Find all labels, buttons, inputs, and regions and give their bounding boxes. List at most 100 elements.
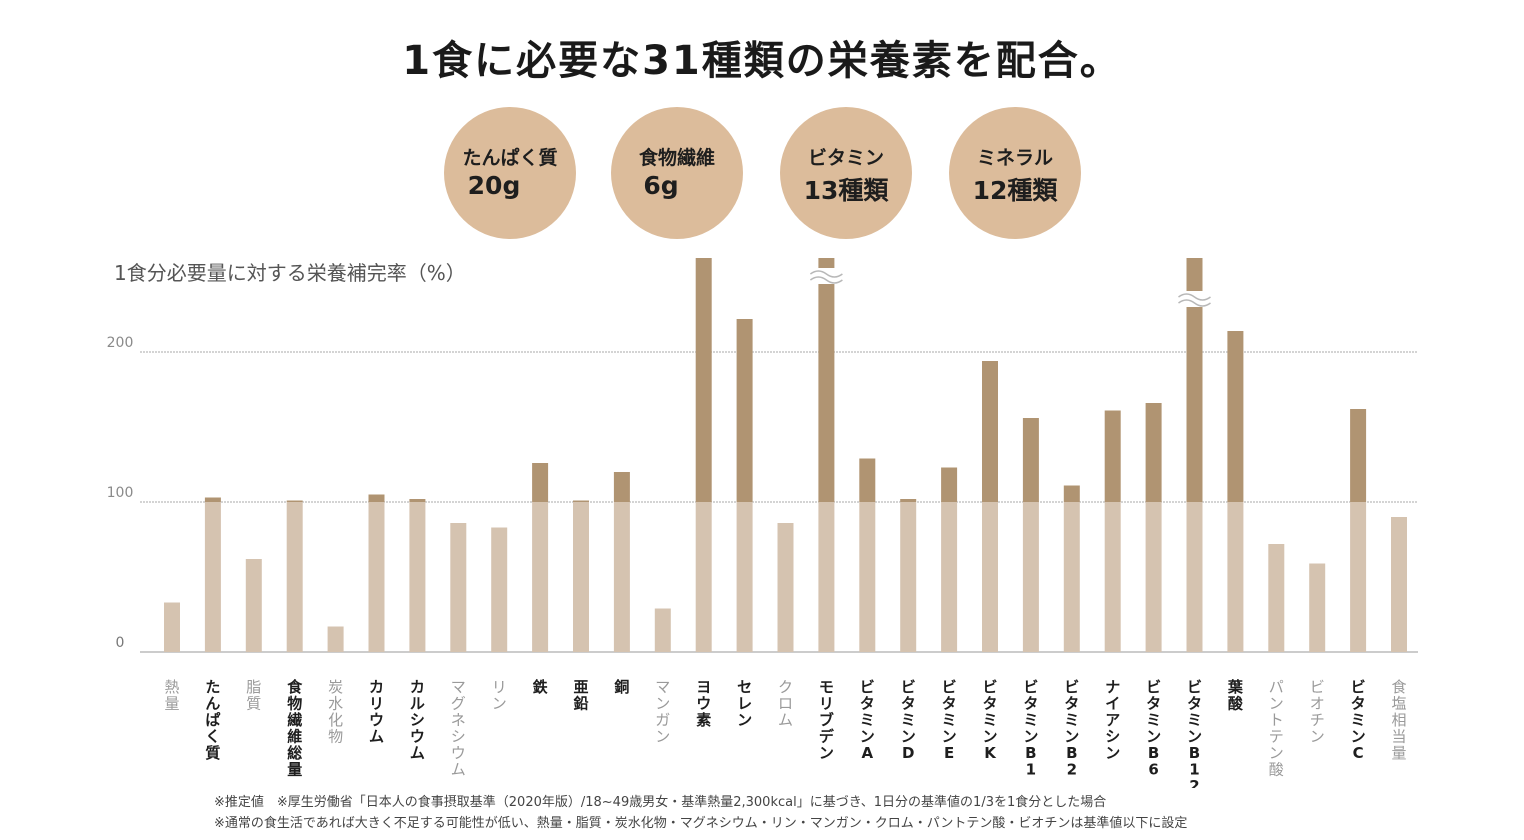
bar-excess-14 bbox=[736, 319, 753, 502]
x-tick-label: ビタミン D bbox=[901, 678, 916, 762]
highlight-vitamin: ビタミン 13種類 bbox=[780, 107, 912, 239]
x-tick-label: セレン bbox=[737, 678, 752, 729]
bar-base-27 bbox=[1268, 544, 1285, 652]
highlight-mineral: ミネラル 12種類 bbox=[949, 107, 1081, 239]
x-tick-label: ヨウ素 bbox=[696, 678, 711, 729]
bar-base-13 bbox=[695, 502, 712, 652]
bar-base-19 bbox=[941, 502, 958, 652]
bar-excess-6 bbox=[409, 499, 426, 502]
x-tick-label: 脂質 bbox=[246, 678, 261, 713]
bar-excess-10 bbox=[573, 500, 589, 502]
bar-base-10 bbox=[573, 502, 589, 652]
x-tick-label: カリウム bbox=[369, 678, 384, 746]
y-tick-label: 200 bbox=[107, 335, 134, 351]
bar-excess-11 bbox=[613, 472, 630, 502]
bar-base-18 bbox=[900, 502, 917, 652]
highlight-label: ビタミン bbox=[807, 147, 884, 169]
x-tick-label: 熱量 bbox=[164, 678, 179, 713]
bar-excess-21 bbox=[1022, 418, 1039, 502]
bar-base-9 bbox=[532, 502, 549, 652]
x-tick-label: ビタミン B 1 bbox=[1023, 678, 1038, 779]
highlight-value: 13種類 bbox=[803, 176, 889, 205]
bar-base-25 bbox=[1186, 502, 1203, 652]
bar-excess-20 bbox=[982, 361, 998, 502]
bar-excess-24 bbox=[1145, 403, 1162, 502]
x-tick-label: ビオチン bbox=[1310, 678, 1325, 746]
bar-excess-29 bbox=[1350, 409, 1367, 502]
bar-base-16 bbox=[818, 502, 835, 652]
x-tick-label: リン bbox=[492, 678, 507, 713]
bar-excess-17 bbox=[859, 458, 876, 502]
nutrient-bar-chart: 1食分必要量に対する栄養補完率（%） 200 100 0 熱量 たんぱく質 脂質 食物繊維… bbox=[107, 258, 1418, 788]
bar-excess-3 bbox=[286, 500, 303, 502]
bar-base-21 bbox=[1022, 502, 1039, 652]
x-tick-label: 炭水化物 bbox=[328, 678, 343, 746]
bar-base-7 bbox=[450, 523, 467, 652]
bar-base-2 bbox=[245, 559, 262, 652]
bar-excess-23 bbox=[1104, 410, 1121, 502]
bar-excess-18 bbox=[900, 499, 917, 502]
axis-break-mark bbox=[809, 276, 843, 284]
bar-excess-26 bbox=[1227, 331, 1244, 502]
bar-base-14 bbox=[736, 502, 753, 652]
bar-base-3 bbox=[286, 502, 303, 652]
highlight-value: 12種類 bbox=[972, 176, 1058, 205]
bar-base-26 bbox=[1227, 502, 1244, 652]
footnote: ※通常の食生活であれば大きく不足する可能性が低い、熱量・脂質・炭水化物・マグネシ… bbox=[214, 816, 1188, 831]
bar-base-15 bbox=[777, 523, 794, 652]
x-tick-label: 食塩相当量 bbox=[1391, 678, 1406, 762]
footnotes: ※推定値 ※厚生労働省「日本人の食事摂取基準（2020年版）/18~49歳男女・… bbox=[214, 792, 1187, 834]
y-tick-label: 0 bbox=[116, 635, 125, 651]
bar-base-1 bbox=[204, 502, 221, 652]
x-tick-label: マンガン bbox=[655, 678, 670, 746]
bar-excess-19 bbox=[941, 467, 958, 502]
bar-excess-16 bbox=[818, 258, 835, 502]
axis-break-mark bbox=[809, 270, 843, 278]
bar-base-22 bbox=[1063, 502, 1080, 652]
bar-excess-5 bbox=[368, 494, 385, 502]
x-tick-label: ビタミン B 6 bbox=[1146, 678, 1161, 779]
bar-base-23 bbox=[1104, 502, 1121, 652]
highlight-protein: たんぱく質 20g bbox=[444, 107, 576, 239]
bar-excess-13 bbox=[695, 258, 712, 502]
x-tick-label: カルシウム bbox=[410, 678, 425, 762]
highlight-label: ミネラル bbox=[976, 147, 1053, 169]
bar-base-8 bbox=[491, 527, 508, 652]
x-tick-label: クロム bbox=[778, 678, 793, 729]
bar-base-12 bbox=[654, 608, 671, 652]
bar-base-29 bbox=[1350, 502, 1367, 652]
page-title: 1食に必要な31種類の栄養素を配合。 bbox=[402, 38, 1122, 84]
bar-base-30 bbox=[1391, 517, 1407, 652]
footnote: ※推定値 ※厚生労働省「日本人の食事摂取基準（2020年版）/18~49歳男女・… bbox=[214, 795, 1107, 810]
bar-base-20 bbox=[982, 502, 998, 652]
bar-base-4 bbox=[327, 626, 344, 652]
bar-base-17 bbox=[859, 502, 876, 652]
x-tick-label: たんぱく質 bbox=[205, 678, 220, 762]
x-tick-label: ビタミン K bbox=[982, 678, 997, 762]
bar-base-5 bbox=[368, 502, 385, 652]
x-tick-label: ナイアシン bbox=[1105, 678, 1120, 762]
y-tick-label: 100 bbox=[107, 485, 134, 501]
bar-base-6 bbox=[409, 502, 426, 652]
axis-break-mark bbox=[1178, 293, 1211, 301]
highlight-label: たんぱく質 bbox=[462, 147, 558, 169]
highlight-value: 20g bbox=[467, 171, 521, 200]
axis-break-mark bbox=[1178, 299, 1211, 307]
y-axis-label: 1食分必要量に対する栄養補完率（%） bbox=[114, 261, 466, 285]
highlight-value: 6g bbox=[643, 171, 679, 200]
x-tick-label: 亜鉛 bbox=[573, 678, 588, 713]
highlight-fiber: 食物繊維 6g bbox=[611, 107, 743, 239]
x-tick-label: ビタミン B 2 bbox=[1064, 678, 1079, 779]
x-tick-label: ビタミン A bbox=[860, 678, 875, 762]
x-tick-label: パントテン酸 bbox=[1269, 678, 1284, 779]
x-tick-label: ビタミン B 1 2 bbox=[1187, 678, 1202, 788]
highlight-label: 食物繊維 bbox=[638, 147, 715, 169]
x-tick-label: 葉酸 bbox=[1227, 678, 1244, 713]
bar-base-11 bbox=[613, 502, 630, 652]
x-tick-label: モリブデン bbox=[819, 678, 835, 762]
x-tick-label: ビタミン C bbox=[1351, 678, 1366, 762]
bar-base-24 bbox=[1145, 502, 1162, 652]
x-tick-label: ビタミン E bbox=[942, 678, 957, 762]
x-tick-label: 銅 bbox=[614, 678, 629, 696]
x-tick-label: マグネシウム bbox=[451, 678, 466, 779]
